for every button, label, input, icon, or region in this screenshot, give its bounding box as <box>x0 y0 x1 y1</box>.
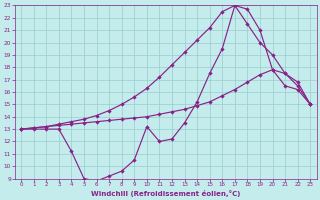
X-axis label: Windchill (Refroidissement éolien,°C): Windchill (Refroidissement éolien,°C) <box>91 190 240 197</box>
